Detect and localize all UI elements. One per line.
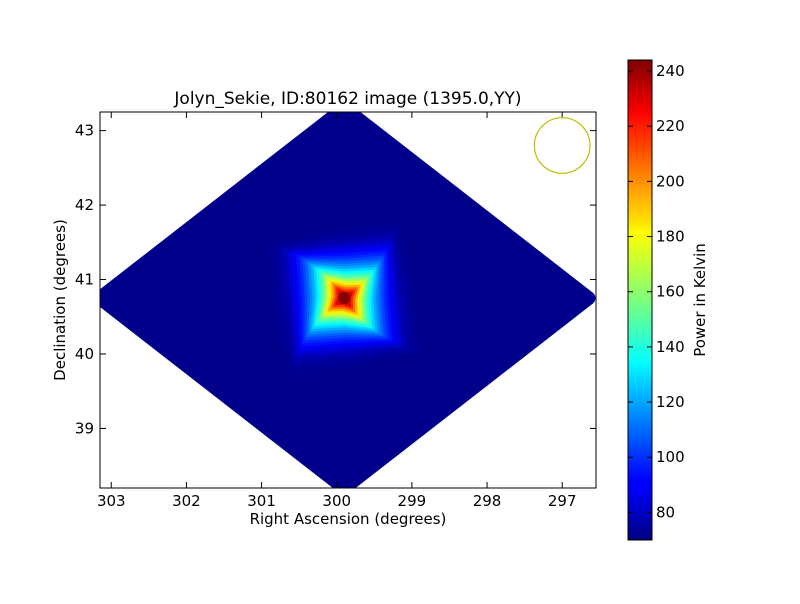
x-tick-label: 297 bbox=[548, 492, 577, 510]
beam-marker bbox=[533, 117, 591, 174]
x-tick-label: 301 bbox=[247, 492, 276, 510]
x-axis-label: Right Ascension (degrees) bbox=[250, 510, 447, 528]
chart-title: Jolyn_Sekie, ID:80162 image (1395.0,YY) bbox=[173, 89, 521, 109]
x-tick-label: 299 bbox=[398, 492, 427, 510]
y-tick-label: 40 bbox=[75, 345, 94, 363]
colorbar bbox=[627, 59, 653, 541]
colorbar-tick-label: 160 bbox=[656, 283, 685, 301]
colorbar-label: Power in Kelvin bbox=[691, 243, 709, 357]
x-tick-label: 300 bbox=[322, 492, 351, 510]
plot-area bbox=[100, 112, 596, 488]
colorbar-tick-label: 100 bbox=[656, 448, 685, 466]
y-tick-label: 39 bbox=[75, 419, 94, 437]
y-tick-label: 43 bbox=[75, 122, 94, 140]
y-axis: 39 40 41 42 43 bbox=[75, 122, 596, 437]
colorbar-tick-label: 140 bbox=[656, 338, 685, 356]
x-tick-label: 302 bbox=[172, 492, 201, 510]
x-tick-label: 298 bbox=[473, 492, 502, 510]
beam-circle bbox=[533, 117, 591, 174]
x-axis: 303 302 301 300 299 298 297 bbox=[97, 112, 577, 510]
peak-marker bbox=[338, 292, 351, 305]
colorbar-tick-label: 120 bbox=[656, 393, 685, 411]
y-axis-label: Declination (degrees) bbox=[51, 219, 69, 381]
plot-frame bbox=[99, 111, 597, 489]
y-tick-label: 42 bbox=[75, 196, 94, 214]
colorbar-tick-label: 220 bbox=[656, 117, 685, 135]
colorbar-axis: 80 100 120 140 160 180 200 220 240 bbox=[628, 62, 685, 521]
colorbar-tick-label: 240 bbox=[656, 62, 685, 80]
colorbar-tick-label: 180 bbox=[656, 228, 685, 246]
x-tick-label: 303 bbox=[97, 492, 126, 510]
y-tick-label: 41 bbox=[75, 271, 94, 289]
colorbar-tick-label: 200 bbox=[656, 172, 685, 190]
colorbar-tick-label: 80 bbox=[656, 503, 675, 521]
